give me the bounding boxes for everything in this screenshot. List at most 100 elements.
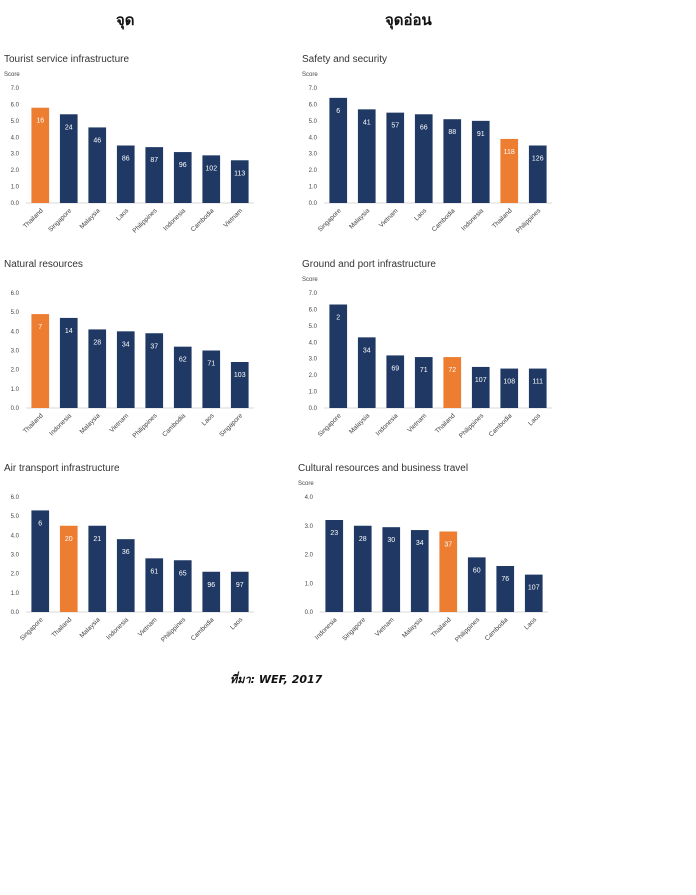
bar-philippines — [471, 366, 490, 408]
y-tick-label: 1.0 — [309, 185, 318, 191]
data-label: 126 — [532, 156, 544, 163]
category-label: Philippines — [454, 616, 482, 644]
data-label: 72 — [448, 367, 456, 374]
data-label: 96 — [179, 162, 187, 169]
bar-philippines — [145, 333, 164, 408]
bar-indonesia — [471, 120, 490, 203]
category-label: Indonesia — [105, 616, 130, 641]
category-label: Malaysia — [79, 616, 102, 639]
category-label: Singapore — [218, 412, 244, 438]
y-tick-label: 6.0 — [11, 291, 20, 297]
category-label: Cambodia — [488, 412, 514, 438]
bar-vietnam — [230, 160, 249, 203]
y-tick-label: 5.0 — [309, 324, 318, 330]
bar-vietnam — [145, 558, 164, 612]
chart-title: Natural resources — [4, 259, 83, 270]
y-tick-label: 2.0 — [309, 373, 318, 379]
bar-singapore — [353, 525, 372, 612]
data-label: 7 — [38, 324, 42, 331]
y-tick-label: 1.0 — [305, 581, 314, 587]
bar-laos — [202, 350, 221, 408]
bar-philippines — [528, 145, 547, 203]
bar-vietnam — [386, 112, 405, 203]
bar-indonesia — [59, 317, 78, 408]
data-label: 87 — [150, 157, 158, 164]
data-label: 57 — [391, 123, 399, 130]
source-note: ที่มา: WEF, 2017 — [230, 673, 323, 686]
y-tick-label: 3.0 — [309, 152, 318, 158]
y-tick-label: 0.0 — [11, 406, 20, 412]
y-tick-label: 4.0 — [309, 340, 318, 346]
category-label: Vietnam — [108, 412, 130, 434]
data-label: 2 — [336, 315, 340, 322]
bar-vietnam — [382, 527, 401, 612]
y-tick-label: 5.0 — [11, 514, 20, 520]
bar-thailand — [443, 357, 462, 408]
bar-cambodia — [202, 155, 221, 203]
category-label: Vietnam — [374, 616, 396, 638]
y-tick-label: 4.0 — [11, 533, 20, 539]
weaknesses-header: จุดอ่อน — [385, 11, 432, 29]
category-label: Vietnam — [137, 616, 159, 638]
chart-tourist-service-infrastructure: Tourist service infrastructure Score 0.0 1.… — [4, 50, 344, 250]
data-label: 14 — [65, 328, 73, 335]
y-tick-label: 2.0 — [305, 553, 314, 559]
y-tick-label: 6.0 — [11, 102, 20, 108]
data-label: 107 — [528, 585, 540, 592]
bar-singapore — [329, 304, 348, 408]
bar-laos — [116, 145, 135, 203]
category-label: Cambodia — [190, 616, 216, 642]
category-label: Malaysia — [79, 412, 102, 435]
bar-singapore — [329, 97, 348, 203]
data-label: 28 — [359, 536, 367, 543]
data-label: 97 — [236, 582, 244, 589]
category-label: Laos — [115, 207, 130, 222]
category-label: Laos — [527, 412, 542, 427]
data-label: 88 — [448, 129, 456, 136]
y-tick-label: 5.0 — [11, 119, 20, 125]
data-label: 76 — [501, 576, 509, 583]
data-label: 34 — [416, 540, 424, 547]
category-label: Malaysia — [348, 207, 371, 230]
chart-title: Air transport infrastructure — [4, 463, 120, 474]
y-tick-label: 6.0 — [11, 495, 20, 501]
y-tick-label: 5.0 — [11, 310, 20, 316]
category-label: Thailand — [22, 412, 45, 435]
category-label: Laos — [523, 616, 538, 631]
data-label: 60 — [473, 567, 481, 574]
y-tick-label: 7.0 — [11, 86, 20, 92]
chart-cultural-resources-and-business-travel: Cultural resources and business travel Sc… — [298, 459, 638, 659]
data-label: 71 — [207, 361, 215, 368]
bar-laos — [230, 571, 249, 612]
category-label: Cambodia — [431, 207, 457, 233]
y-tick-label: 4.0 — [309, 135, 318, 141]
y-tick-label: 0.0 — [309, 406, 318, 412]
data-label: 62 — [179, 357, 187, 364]
y-tick-label: 7.0 — [309, 86, 318, 92]
y-tick-label: 1.0 — [11, 387, 20, 393]
y-tick-label: 3.0 — [11, 349, 20, 355]
category-label: Indonesia — [48, 412, 73, 437]
bar-cambodia — [443, 119, 462, 203]
data-label: 113 — [234, 170, 245, 177]
bar-indonesia — [173, 152, 192, 203]
category-label: Cambodia — [161, 412, 187, 438]
bar-cambodia — [202, 571, 221, 612]
y-tick-label: 3.0 — [305, 524, 314, 530]
y-tick-label: 3.0 — [309, 357, 318, 363]
bar-laos — [524, 574, 543, 612]
category-label: Thailand — [434, 412, 457, 435]
data-label: 37 — [150, 343, 158, 350]
bar-indonesia — [325, 520, 344, 612]
chart-air-transport-infrastructure: Air transport infrastructure 0.0 1.0 2.0 3.0… — [4, 459, 344, 659]
data-label: 37 — [444, 542, 452, 549]
category-label: Cambodia — [484, 616, 510, 642]
data-label: 102 — [205, 165, 217, 172]
category-label: Singapore — [47, 207, 73, 233]
y-tick-label: 6.0 — [309, 102, 318, 108]
bar-cambodia — [173, 346, 192, 408]
category-label: Malaysia — [79, 207, 102, 230]
y-tick-label: 4.0 — [11, 135, 20, 141]
category-label: Indonesia — [162, 207, 187, 232]
y-tick-label: 6.0 — [309, 307, 318, 313]
